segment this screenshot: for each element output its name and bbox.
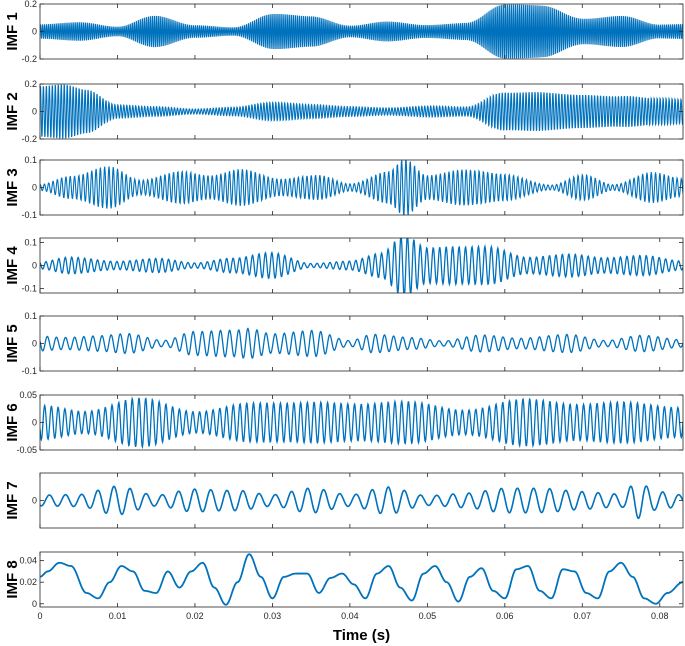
imf-2-signal (40, 84, 683, 139)
imf-6-ylabel: IMF 6 (4, 403, 21, 441)
imf-panel-7: 0 IMF 7 (4, 472, 684, 529)
y-tick-label: 0 (32, 339, 37, 349)
imf-5-ylabel: IMF 5 (4, 324, 21, 362)
y-tick-label: 0.05 (19, 390, 37, 400)
imf-7-ylabel: IMF 7 (4, 481, 21, 519)
y-tick-label: 0.2 (24, 79, 37, 89)
y-tick-label: 0.02 (19, 577, 37, 587)
y-tick-label: 0 (32, 27, 37, 37)
imf-1-ylabel: IMF 1 (4, 12, 21, 50)
imf-5-signal (40, 327, 683, 359)
y-tick-label: -0.2 (21, 134, 37, 144)
y-tick-label: -0.05 (16, 445, 37, 455)
imf-3-ylabel: IMF 3 (4, 168, 21, 206)
y-tick-label: 0 (32, 496, 37, 506)
x-tick-label: 0.06 (496, 611, 514, 621)
y-tick-label: 0.1 (24, 311, 37, 321)
y-tick-label: -0.1 (21, 366, 37, 376)
imf-6-signal (40, 396, 683, 450)
imf-8-ylabel: IMF 8 (4, 560, 21, 598)
y-tick-label: 0.1 (24, 238, 37, 248)
y-tick-label: -0.2 (21, 54, 37, 64)
imf-8-signal (40, 553, 683, 606)
y-tick-label: -0.1 (21, 283, 37, 293)
x-axis-label: Time (s) (333, 627, 390, 644)
y-tick-label: 0 (32, 599, 37, 609)
y-tick-label: 0 (32, 183, 37, 193)
imf-panel-6: -0.05 0 0.05 IMF 6 (4, 390, 684, 455)
x-tick-label: 0.01 (109, 611, 127, 621)
x-tick-label: 0 (37, 611, 42, 621)
y-tick-label: 0 (32, 107, 37, 117)
x-tick-label: 0.04 (341, 611, 359, 621)
panel-axes-box (39, 551, 684, 608)
imf-1-signal (40, 4, 683, 59)
y-tick-label: -0.1 (21, 210, 37, 220)
imf-2-ylabel: IMF 2 (4, 92, 21, 130)
x-tick-label: 0.05 (419, 611, 437, 621)
y-tick-label: 0.1 (24, 155, 37, 165)
imf-3-signal (40, 160, 683, 215)
y-tick-label: 0.2 (24, 0, 37, 9)
x-tick-label: 0.03 (264, 611, 282, 621)
x-tick-label: 0.08 (651, 611, 669, 621)
x-tick-label: 0.07 (574, 611, 592, 621)
y-tick-label: 0 (32, 261, 37, 271)
imf-7-signal (40, 485, 683, 520)
imf-4-signal (40, 238, 683, 293)
x-tick-label: 0.02 (186, 611, 204, 621)
y-tick-label: 0.04 (19, 556, 37, 566)
y-tick-label: 0 (32, 418, 37, 428)
imf-4-ylabel: IMF 4 (4, 246, 21, 285)
